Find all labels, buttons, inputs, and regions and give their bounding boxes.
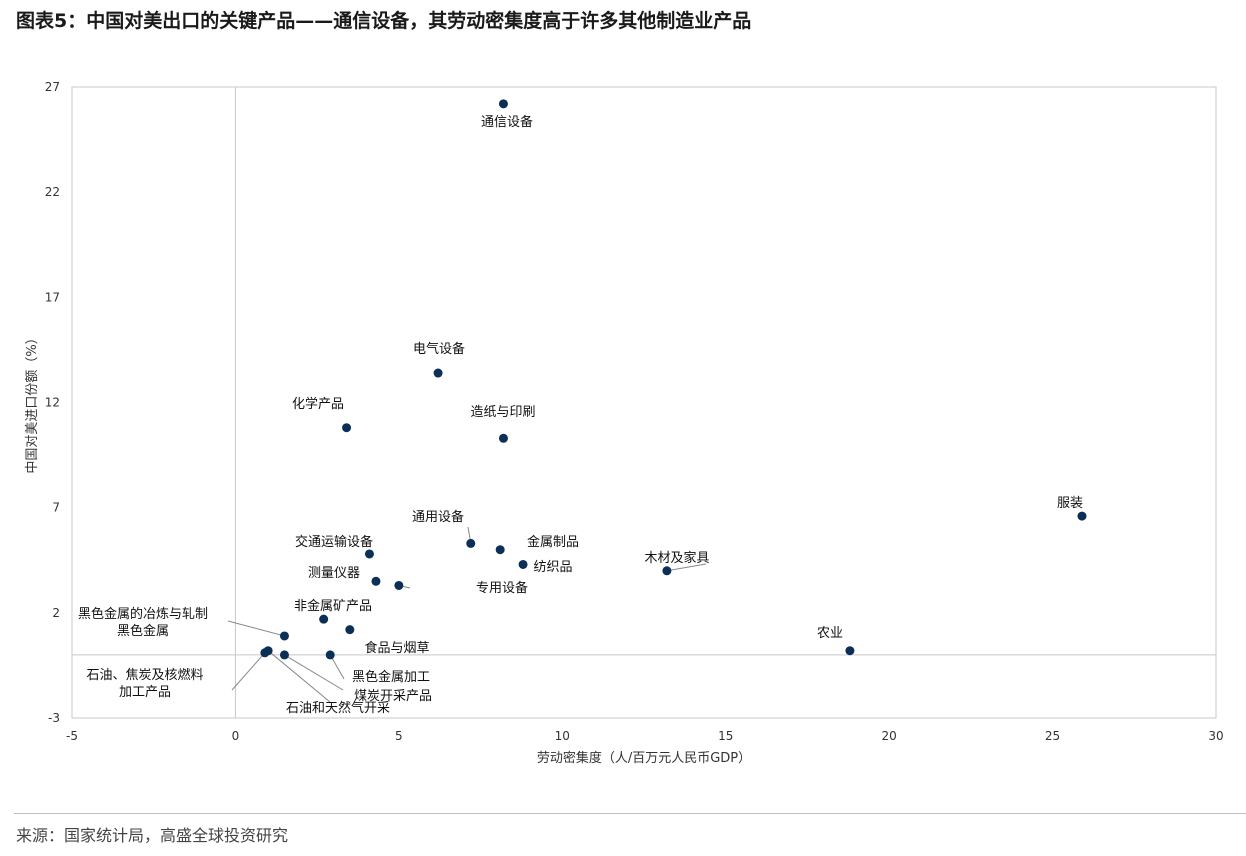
data-point: [433, 368, 443, 378]
y-tick-label: 2: [52, 606, 60, 620]
x-axis-label: 劳动密集度（人/百万元人民币GDP）: [537, 750, 751, 766]
data-point: [1077, 511, 1087, 521]
data-point: [495, 545, 505, 555]
x-tick-label: 20: [882, 729, 897, 743]
y-tick-label: 17: [45, 290, 60, 304]
y-axis-label: 中国对美进口份额（%）: [25, 331, 40, 473]
data-point: [279, 631, 289, 641]
point-label: 金属制品: [527, 534, 579, 550]
point-label: 石油和天然气开采: [286, 700, 390, 716]
data-point: [498, 99, 508, 109]
data-point: [325, 650, 335, 660]
leader-line: [329, 654, 345, 680]
chart-title: 图表5：中国对美出口的关键产品——通信设备，其劳动密集度高于许多其他制造业产品: [16, 10, 752, 32]
point-label: 纺织品: [533, 560, 572, 575]
x-tick-label: 25: [1045, 729, 1060, 743]
leader-line: [666, 563, 707, 572]
footer-divider: [14, 813, 1246, 814]
point-label: 化学产品: [292, 396, 344, 412]
point-label: 通用设备: [412, 509, 464, 525]
data-point: [498, 433, 508, 443]
data-point: [845, 646, 855, 656]
data-point: [364, 549, 374, 559]
data-point: [662, 566, 672, 576]
data-point: [518, 559, 528, 569]
point-label: 通信设备: [481, 114, 533, 130]
x-tick-label: 15: [718, 729, 733, 743]
data-point: [345, 625, 355, 635]
x-tick-label: -5: [66, 729, 78, 743]
point-label: 交通运输设备: [295, 534, 373, 550]
source-note: 来源：国家统计局，高盛全球投资研究: [16, 826, 289, 845]
leader-line: [284, 654, 344, 691]
x-tick-label: 0: [232, 729, 240, 743]
data-point: [279, 650, 289, 660]
data-point: [319, 614, 329, 624]
point-label: 非金属矿产品: [294, 598, 372, 614]
point-label: 黑色金属的冶炼与轧制黑色金属: [78, 606, 208, 639]
leader-line: [227, 620, 285, 637]
y-tick-label: 12: [45, 396, 60, 410]
data-point: [342, 423, 352, 433]
point-label: 测量仪器: [308, 566, 360, 581]
point-label: 煤炭开采产品: [354, 689, 432, 704]
y-tick-label: 22: [45, 185, 60, 199]
data-point: [466, 538, 476, 548]
y-tick-label: -3: [48, 711, 60, 725]
data-point: [371, 576, 381, 586]
point-label: 专用设备: [476, 580, 528, 596]
point-label: 造纸与印刷: [470, 405, 535, 420]
y-tick-label: 7: [52, 501, 60, 515]
point-label: 食品与烟草: [364, 640, 429, 656]
y-tick-label: 27: [45, 80, 60, 94]
data-point: [394, 580, 404, 590]
plot-frame: [71, 86, 1217, 719]
x-tick-label: 30: [1208, 729, 1223, 743]
point-label: 服装: [1057, 496, 1083, 511]
data-point: [263, 646, 273, 656]
x-tick-label: 10: [555, 729, 570, 743]
point-label: 电气设备: [413, 341, 465, 357]
point-label: 黑色金属加工: [352, 669, 430, 685]
point-label: 木材及家具: [644, 550, 709, 566]
leader-line: [231, 652, 266, 691]
point-label: 石油、焦炭及核燃料加工产品: [86, 667, 203, 700]
leader-line: [267, 650, 331, 703]
x-tick-label: 5: [395, 729, 403, 743]
point-label: 农业: [817, 626, 843, 641]
